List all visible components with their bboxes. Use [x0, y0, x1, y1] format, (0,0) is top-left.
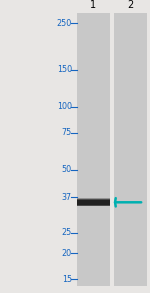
Text: 250: 250 — [57, 19, 72, 28]
Text: 100: 100 — [57, 102, 72, 111]
Text: 15: 15 — [62, 275, 72, 284]
Bar — [114, 13, 147, 286]
Bar — [76, 199, 110, 205]
Text: 75: 75 — [62, 128, 72, 137]
Bar — [76, 200, 110, 205]
Text: 50: 50 — [62, 165, 72, 174]
Text: 37: 37 — [62, 193, 72, 202]
Text: 1: 1 — [90, 0, 96, 10]
Text: 25: 25 — [62, 229, 72, 237]
Text: 20: 20 — [62, 249, 72, 258]
Bar — [76, 198, 110, 206]
Text: 2: 2 — [127, 0, 134, 10]
Text: 150: 150 — [57, 65, 72, 74]
Bar — [76, 13, 110, 286]
